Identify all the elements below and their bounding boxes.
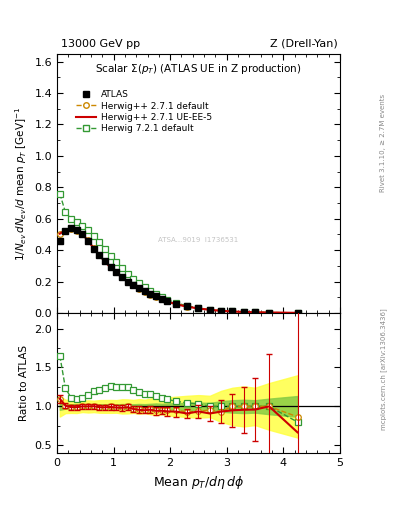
Text: 13000 GeV pp: 13000 GeV pp (61, 38, 140, 49)
Y-axis label: $1/N_{ev}\,dN_{ev}/d$ mean $p_T$ [GeV]$^{-1}$: $1/N_{ev}\,dN_{ev}/d$ mean $p_T$ [GeV]$^… (13, 106, 29, 261)
Text: Scalar $\Sigma(p_{T})$ (ATLAS UE in Z production): Scalar $\Sigma(p_{T})$ (ATLAS UE in Z pr… (95, 61, 302, 76)
Legend: ATLAS, Herwig++ 2.7.1 default, Herwig++ 2.7.1 UE-EE-5, Herwig 7.2.1 default: ATLAS, Herwig++ 2.7.1 default, Herwig++ … (73, 87, 215, 137)
Text: ATSA...9019  I1736531: ATSA...9019 I1736531 (158, 238, 239, 243)
X-axis label: Mean $p_T/d\eta\,d\phi$: Mean $p_T/d\eta\,d\phi$ (153, 474, 244, 490)
Text: mcplots.cern.ch [arXiv:1306.3436]: mcplots.cern.ch [arXiv:1306.3436] (380, 308, 387, 430)
Y-axis label: Ratio to ATLAS: Ratio to ATLAS (19, 345, 29, 421)
Text: Z (Drell-Yan): Z (Drell-Yan) (270, 38, 338, 49)
Text: Rivet 3.1.10, ≥ 2.7M events: Rivet 3.1.10, ≥ 2.7M events (380, 94, 386, 193)
